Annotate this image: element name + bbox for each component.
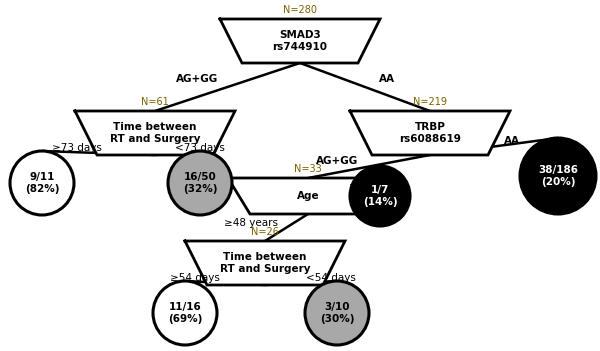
Text: TRBP
rs6088619: TRBP rs6088619	[399, 122, 461, 144]
Text: 1/7
(14%): 1/7 (14%)	[362, 185, 397, 207]
Circle shape	[520, 138, 596, 214]
Text: AG+GG: AG+GG	[316, 157, 358, 166]
Text: Age: Age	[296, 191, 319, 201]
Text: 3/10
(30%): 3/10 (30%)	[320, 302, 354, 324]
Text: AA: AA	[379, 74, 395, 84]
Polygon shape	[228, 178, 388, 214]
Text: N=26: N=26	[251, 227, 279, 237]
Text: <54 days: <54 days	[306, 273, 356, 283]
Text: <73 days: <73 days	[175, 143, 224, 153]
Text: N=61: N=61	[141, 97, 169, 107]
Text: ≥54 days: ≥54 days	[170, 273, 220, 283]
Text: ≥73 days: ≥73 days	[52, 143, 101, 153]
Text: AG+GG: AG+GG	[176, 74, 218, 84]
Circle shape	[153, 281, 217, 345]
Text: SMAD3
rs744910: SMAD3 rs744910	[272, 30, 328, 52]
Text: 16/50
(32%): 16/50 (32%)	[183, 172, 217, 194]
Text: N=33: N=33	[294, 164, 322, 174]
Circle shape	[350, 166, 410, 226]
Circle shape	[10, 151, 74, 215]
Text: 38/186
(20%): 38/186 (20%)	[538, 165, 578, 187]
Text: 9/11
(82%): 9/11 (82%)	[25, 172, 59, 194]
Polygon shape	[185, 241, 345, 285]
Text: ≥48 years: ≥48 years	[224, 218, 278, 227]
Polygon shape	[75, 111, 235, 155]
Text: N=219: N=219	[413, 97, 447, 107]
Circle shape	[305, 281, 369, 345]
Text: Time between
RT and Surgery: Time between RT and Surgery	[110, 122, 200, 144]
Circle shape	[168, 151, 232, 215]
Text: Time between
RT and Surgery: Time between RT and Surgery	[220, 252, 310, 274]
Polygon shape	[220, 19, 380, 63]
Text: N=280: N=280	[283, 5, 317, 15]
Text: <48 years: <48 years	[349, 180, 403, 190]
Text: 11/16
(69%): 11/16 (69%)	[168, 302, 202, 324]
Polygon shape	[350, 111, 510, 155]
Text: AA: AA	[504, 137, 520, 146]
